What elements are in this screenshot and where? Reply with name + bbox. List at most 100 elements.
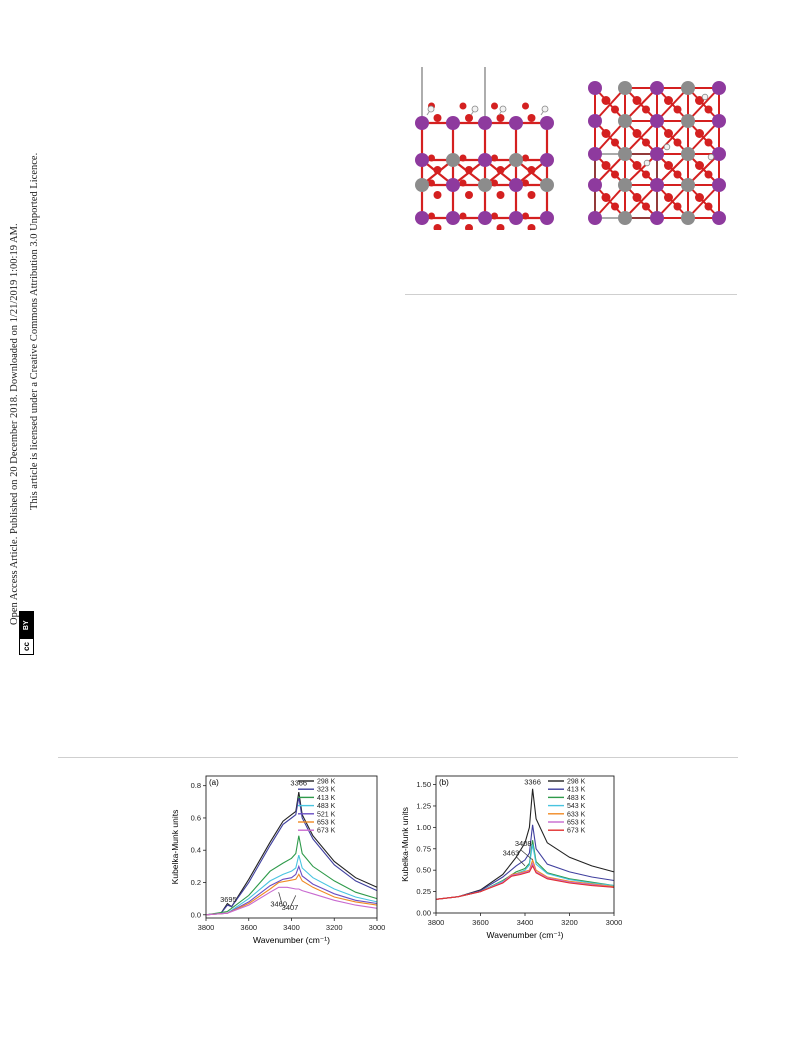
oxygen-atom [673,105,682,114]
oxygen-atom [632,193,642,202]
metal-atom-gray [415,178,429,192]
oxygen-atom [527,166,536,174]
y-tick-label: 0.2 [191,878,201,887]
metal-atom-purple [650,178,664,192]
metal-atom-gray [618,114,632,128]
oxygen-atom [642,105,650,114]
hydrogen-atom [701,93,709,101]
oxygen-atom [632,129,642,138]
legend-label: 521 K [317,811,336,818]
oxygen-atom [491,154,498,162]
oxygen-atom [433,191,442,199]
y-tick-label: 0.4 [191,846,201,855]
metal-atom-purple [446,116,460,130]
oxygen-atom [459,179,467,187]
y-tick-label: 0.8 [191,781,201,790]
oxygen-atom [522,154,529,162]
metal-atom-purple [712,114,726,128]
metal-atom-purple [478,153,492,167]
license-sidebar: Open Access Article. Published on 20 Dec… [0,0,60,680]
y-tick-label: 0.25 [416,887,431,896]
metal-atom-purple [415,116,429,130]
oxygen-atom [465,166,473,174]
metal-atom-gray [618,147,632,161]
series-line [205,886,378,916]
oxygen-atom [465,114,473,122]
annotation-label: 3463 [503,849,520,858]
annotation-label: 3460 [270,900,287,909]
oxygen-atom [433,224,442,230]
oxygen-atom [642,138,650,147]
oxygen-atom [428,212,435,220]
legend-label: 413 K [317,795,336,802]
metal-atom-purple [650,147,664,161]
legend-label: 413 K [567,787,586,794]
oxygen-atom [611,202,619,211]
legend-label: 323 K [317,787,336,794]
legend-label: 298 K [567,779,586,786]
sidebar-license-line[interactable]: This article is licensed under a Creativ… [29,152,40,510]
x-tick-label: 3600 [472,918,489,927]
metal-atom-purple [588,114,602,128]
metal-atom-gray [681,147,695,161]
oxygen-atom [428,154,435,162]
oxygen-atom [695,96,704,105]
metal-atom-purple [712,211,726,225]
oxygen-atom [433,114,442,122]
oxygen-atom [695,193,704,202]
hydrogen-atom [707,153,715,161]
legend-label: 653 K [317,820,336,827]
oxygen-atom [664,193,673,202]
oxygen-atom [496,114,505,122]
series-line [205,835,378,916]
oxygen-atom [673,202,682,211]
crystal-structure-figure [415,67,726,230]
y-tick-label: 1.25 [416,801,431,810]
y-tick-label: 0.0 [191,910,201,919]
x-tick-label: 3200 [561,918,578,927]
metal-atom-gray [509,153,523,167]
oxygen-atom [704,105,713,114]
figure-divider-bottom [58,757,738,758]
oxygen-atom [527,224,536,230]
oxygen-atom [459,212,467,220]
metal-atom-purple [588,178,602,192]
hydrogen-atom [541,105,549,113]
y-tick-label: 0.00 [416,909,431,918]
annotation-label: 3695 [220,895,237,904]
hydrogen-atom [499,105,507,113]
cc-by-badge[interactable]: cc BY [19,611,34,655]
oxygen-atom [695,161,704,170]
cc-logo-icon: cc [20,638,33,654]
x-tick-label: 3600 [240,923,257,932]
oxygen-atom [601,96,611,105]
figure-divider-top [405,294,737,295]
metal-atom-gray [681,114,695,128]
oxygen-atom [611,105,619,114]
metal-atom-gray [681,211,695,225]
oxygen-atom [428,179,435,187]
oxygen-atom [664,129,673,138]
oxygen-atom [611,170,619,179]
metal-atom-purple [650,211,664,225]
annotation-pointer [278,892,283,904]
series-line [435,788,615,900]
annotation-pointer [515,856,526,867]
oxygen-atom [632,161,642,170]
metal-atom-purple [540,211,554,225]
oxygen-atom [491,102,498,110]
metal-atom-purple [478,116,492,130]
oxygen-atom [632,96,642,105]
x-axis-label: Wavenumber (cm⁻¹) [487,930,564,940]
metal-atom-gray [618,178,632,192]
metal-atom-gray [478,178,492,192]
oxygen-atom [496,191,505,199]
panel-label: (a) [209,778,219,787]
x-tick-label: 3400 [517,918,534,927]
series-line [205,864,378,916]
metal-atom-purple [712,178,726,192]
series-line [205,796,378,916]
legend-label: 298 K [317,779,336,786]
oxygen-atom [522,179,529,187]
